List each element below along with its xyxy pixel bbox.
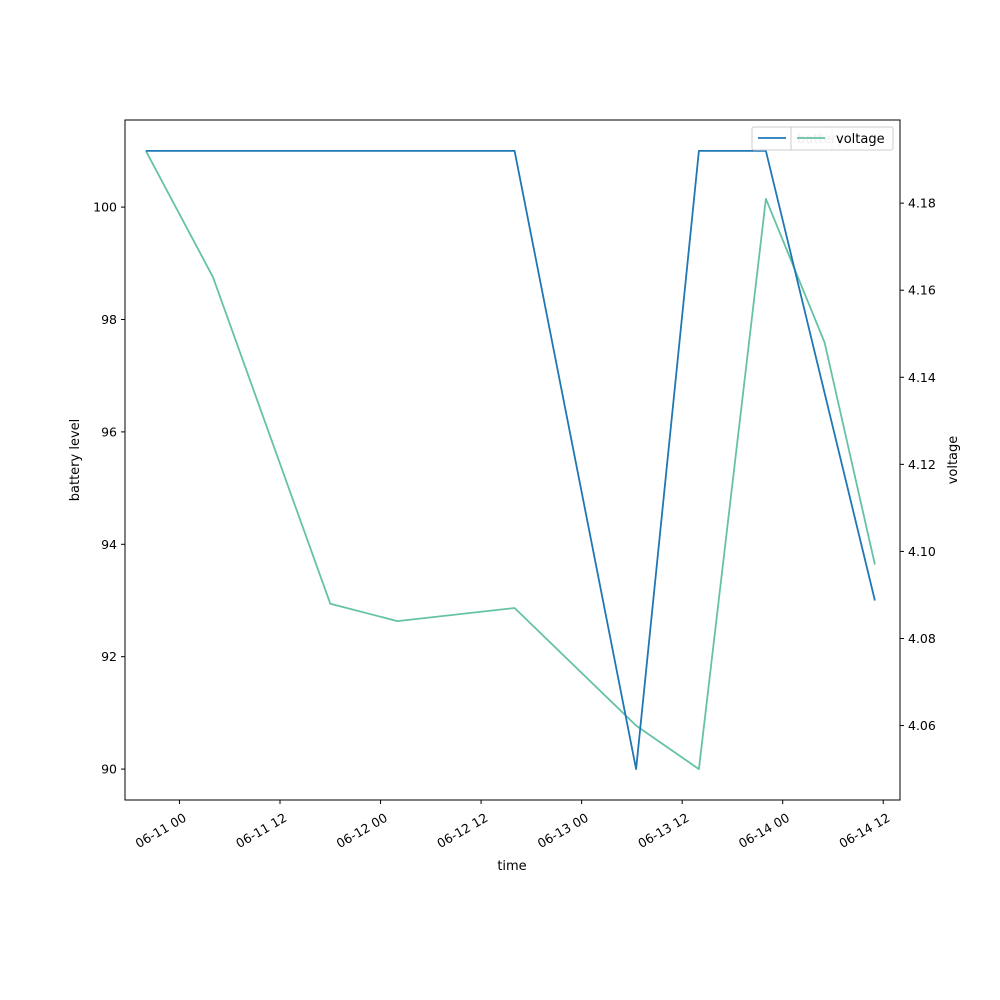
series-line-voltage (145, 150, 876, 770)
y-left-tick-label: 90 (101, 762, 117, 777)
plot-lines (145, 149, 876, 770)
series-line-battery (145, 149, 876, 770)
x-tick-label: 06-11 00 (133, 810, 189, 851)
y-left-tick-label: 100 (93, 200, 117, 215)
plot-frame (124, 119, 901, 801)
x-tick-label: 06-12 12 (434, 810, 490, 851)
x-axis: 06-11 00 06-11 12 06-12 00 06-12 12 06-13 00… (133, 800, 893, 851)
y-right-tick-label: 4.18 (908, 196, 936, 211)
x-tick-label: 06-11 12 (233, 810, 289, 851)
legend-voltage-label: voltage (836, 132, 885, 147)
x-tick-label: 06-13 00 (535, 810, 591, 851)
x-tick-label: 06-12 00 (334, 810, 390, 851)
x-tick-label: 06-14 00 (736, 810, 792, 851)
y-left-tick-label: 96 (101, 424, 117, 439)
y-left-tick-label: 94 (101, 537, 117, 552)
y-axis-right-label: voltage (946, 436, 961, 485)
y-right-tick-label: 4.08 (908, 631, 936, 646)
y-axis-left: 90 92 94 96 98 100 (93, 200, 125, 777)
x-tick-label: 06-13 12 (635, 810, 691, 851)
legend-voltage: voltage (790, 126, 894, 151)
y-right-tick-label: 4.06 (908, 718, 936, 733)
x-tick-label: 06-14 12 (836, 810, 892, 851)
y-right-tick-label: 4.12 (908, 457, 936, 472)
y-axis-left-label: battery level (68, 419, 83, 502)
x-axis-label: time (497, 859, 526, 874)
y-left-tick-label: 92 (101, 649, 117, 664)
y-left-tick-label: 98 (101, 312, 117, 327)
y-axis-right: 4.06 4.08 4.10 4.12 4.14 4.16 4.18 (900, 196, 936, 733)
y-right-tick-label: 4.14 (908, 370, 936, 385)
y-right-tick-label: 4.10 (908, 544, 936, 559)
y-right-tick-label: 4.16 (908, 283, 936, 298)
